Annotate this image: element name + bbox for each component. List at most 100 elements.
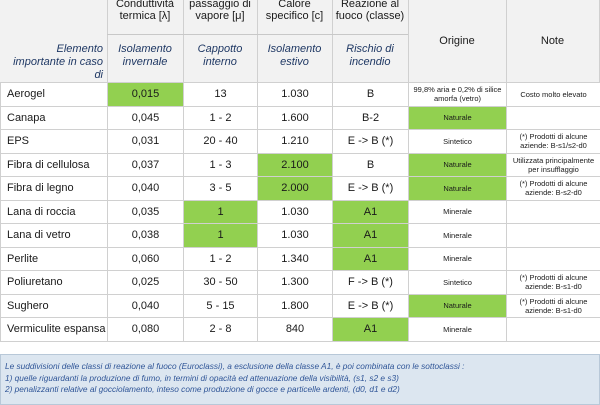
materials-table: Aerogel 0,015 13 1.030 B 99,8% aria e 0,… — [0, 82, 600, 342]
origin-cell: Sintetico — [409, 130, 507, 154]
vapour-cell: 1 - 2 — [184, 106, 258, 130]
table-row: Aerogel 0,015 13 1.030 B 99,8% aria e 0,… — [1, 83, 600, 107]
header-fire-subtitle: Rischio di incendio — [332, 43, 408, 69]
material-name: Lana di roccia — [1, 200, 108, 224]
specific-heat-cell: 1.800 — [258, 294, 333, 318]
table-row: Sughero 0,040 5 - 15 1.800 E -> B (*) Na… — [1, 294, 600, 318]
header-row-label-cell: Elemento importante in caso di — [0, 0, 108, 82]
header-left-label: Elemento importante in caso di — [6, 43, 103, 82]
note-cell — [507, 106, 600, 130]
material-name: Poliuretano — [1, 271, 108, 295]
note-cell — [507, 224, 600, 248]
vapour-cell: 13 — [184, 83, 258, 107]
header-specific-heat: Calore specifico [c] Isolamento estivo — [257, 0, 333, 82]
origin-cell: Sintetico — [409, 271, 507, 295]
note-cell — [507, 247, 600, 271]
material-name: Canapa — [1, 106, 108, 130]
origin-cell: Minerale — [409, 318, 507, 342]
note-cell — [507, 318, 600, 342]
fire-class-cell: A1 — [333, 247, 409, 271]
material-name: Perlite — [1, 247, 108, 271]
header-specific-heat-subtitle: Isolamento estivo — [257, 43, 332, 69]
footnote-line: 1) quelle riguardanti la produzione di f… — [1, 373, 599, 385]
origin-cell: 99,8% aria e 0,2% di silice amorfa (vetr… — [409, 83, 507, 107]
origin-cell: Minerale — [409, 200, 507, 224]
header-divider — [332, 34, 408, 35]
header-specific-heat-title: Calore specifico [c] — [257, 0, 332, 22]
note-cell — [507, 200, 600, 224]
note-cell: (*) Prodotti di alcune aziende: B-s1-d0 — [507, 294, 600, 318]
conductivity-cell: 0,040 — [108, 177, 184, 201]
conductivity-cell: 0,031 — [108, 130, 184, 154]
specific-heat-cell: 2.000 — [258, 177, 333, 201]
material-name: Fibra di cellulosa — [1, 153, 108, 177]
material-name: EPS — [1, 130, 108, 154]
vapour-cell: 1 - 2 — [184, 247, 258, 271]
specific-heat-cell: 1.340 — [258, 247, 333, 271]
header-divider — [183, 34, 257, 35]
specific-heat-cell: 840 — [258, 318, 333, 342]
header-origine: Origine — [408, 0, 507, 82]
specific-heat-cell: 1.300 — [258, 271, 333, 295]
origin-cell: Naturale — [409, 106, 507, 130]
header-conductivity-subtitle: Isolamento invernale — [107, 43, 183, 69]
conductivity-cell: 0,038 — [108, 224, 184, 248]
note-cell: (*) Prodotti di alcune aziende: B-s2-d0 — [507, 177, 600, 201]
conductivity-cell: 0,045 — [108, 106, 184, 130]
header-origine-label: Origine — [408, 0, 506, 82]
vapour-cell: 1 - 3 — [184, 153, 258, 177]
material-name: Fibra di legno — [1, 177, 108, 201]
header-note-label: Note — [506, 0, 599, 82]
table-row: Lana di vetro 0,038 1 1.030 A1 Minerale — [1, 224, 600, 248]
header-conductivity-title: Conduttività termica [λ] — [107, 0, 183, 22]
header-fire: Reazione al fuoco (classe) Rischio di in… — [332, 0, 409, 82]
note-cell: (*) Prodotti di alcune aziende: B-s1/s2-… — [507, 130, 600, 154]
fire-class-cell: B — [333, 153, 409, 177]
header-vapour-subtitle: Cappotto interno — [183, 43, 257, 69]
conductivity-cell: 0,080 — [108, 318, 184, 342]
footnote-line: Le suddivisioni delle classi di reazione… — [1, 361, 599, 373]
specific-heat-cell: 2.100 — [258, 153, 333, 177]
fire-class-cell: A1 — [333, 200, 409, 224]
material-name: Sughero — [1, 294, 108, 318]
conductivity-cell: 0,025 — [108, 271, 184, 295]
conductivity-cell: 0,035 — [108, 200, 184, 224]
origin-cell: Naturale — [409, 294, 507, 318]
table-row: Vermiculite espansa 0,080 2 - 8 840 A1 M… — [1, 318, 600, 342]
footnote-line: 2) penalizzanti relative al gocciolament… — [1, 384, 599, 396]
vapour-cell: 30 - 50 — [184, 271, 258, 295]
header-conductivity: Conduttività termica [λ] Isolamento inve… — [107, 0, 184, 82]
fire-class-cell: E -> B (*) — [333, 294, 409, 318]
fire-class-cell: B-2 — [333, 106, 409, 130]
specific-heat-cell: 1.030 — [258, 83, 333, 107]
fire-class-cell: B — [333, 83, 409, 107]
origin-cell: Naturale — [409, 153, 507, 177]
fire-class-cell: E -> B (*) — [333, 130, 409, 154]
origin-cell: Minerale — [409, 224, 507, 248]
conductivity-cell: 0,060 — [108, 247, 184, 271]
fire-class-cell: E -> B (*) — [333, 177, 409, 201]
table-row: EPS 0,031 20 - 40 1.210 E -> B (*) Sinte… — [1, 130, 600, 154]
origin-cell: Naturale — [409, 177, 507, 201]
header-note: Note — [506, 0, 600, 82]
header-divider — [257, 34, 332, 35]
conductivity-cell: 0,015 — [108, 83, 184, 107]
specific-heat-cell: 1.600 — [258, 106, 333, 130]
header-divider — [107, 34, 183, 35]
fire-class-cell: A1 — [333, 318, 409, 342]
fire-class-cell: A1 — [333, 224, 409, 248]
material-name: Vermiculite espansa — [1, 318, 108, 342]
table-row: Fibra di cellulosa 0,037 1 - 3 2.100 B N… — [1, 153, 600, 177]
note-cell: Costo molto elevato — [507, 83, 600, 107]
vapour-cell: 2 - 8 — [184, 318, 258, 342]
footnote-box: Le suddivisioni delle classi di reazione… — [0, 354, 600, 405]
header-vapour-title: passaggio di vapore [μ] — [183, 0, 257, 22]
table-row: Fibra di legno 0,040 3 - 5 2.000 E -> B … — [1, 177, 600, 201]
table-header: Elemento importante in caso di Conduttiv… — [0, 0, 600, 82]
specific-heat-cell: 1.030 — [258, 224, 333, 248]
fire-class-cell: F -> B (*) — [333, 271, 409, 295]
table-row: Poliuretano 0,025 30 - 50 1.300 F -> B (… — [1, 271, 600, 295]
table-row: Lana di roccia 0,035 1 1.030 A1 Minerale — [1, 200, 600, 224]
header-vapour: passaggio di vapore [μ] Cappotto interno — [183, 0, 258, 82]
vapour-cell: 3 - 5 — [184, 177, 258, 201]
